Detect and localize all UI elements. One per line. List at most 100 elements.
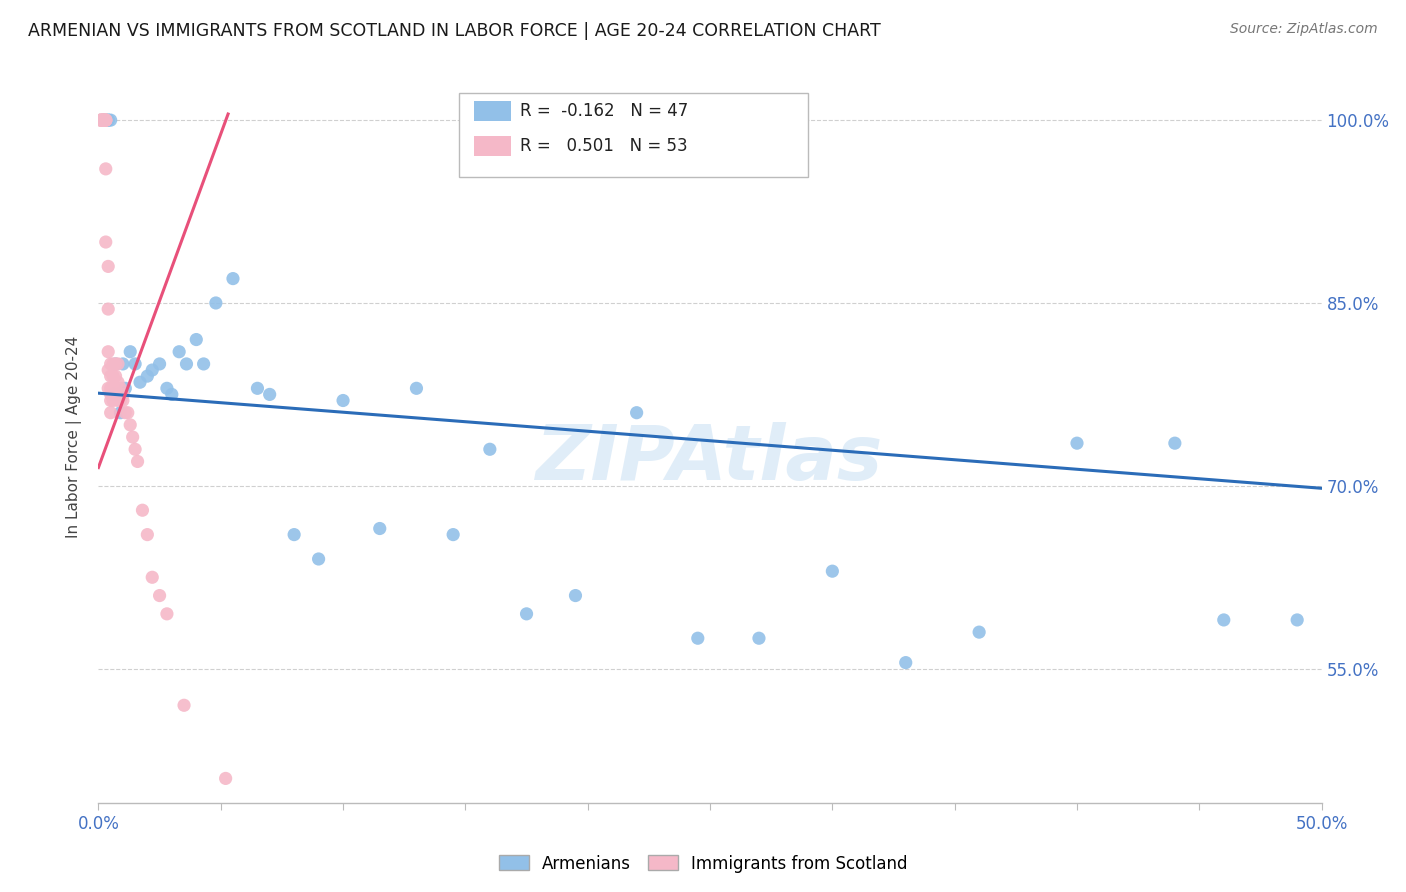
Point	[94, 113, 117, 128]
Point	[111, 387, 134, 401]
Point	[90, 113, 112, 128]
Bar	[474, 136, 510, 156]
Point	[141, 363, 163, 377]
Point	[100, 406, 122, 420]
Point	[124, 442, 146, 457]
Point	[94, 113, 117, 128]
Point	[97, 113, 120, 128]
Point	[97, 302, 120, 317]
Point	[117, 406, 139, 420]
Point	[100, 387, 122, 401]
Point	[246, 381, 269, 395]
Point	[100, 369, 122, 384]
Point	[748, 632, 770, 646]
Point	[222, 271, 245, 285]
Point	[97, 113, 120, 128]
Point	[308, 552, 330, 566]
Point	[94, 235, 117, 249]
Point	[186, 333, 208, 347]
Point	[120, 344, 142, 359]
Point	[114, 381, 136, 395]
Point	[894, 656, 917, 670]
Point	[101, 393, 124, 408]
Point	[127, 454, 149, 468]
Point	[90, 113, 112, 128]
Point	[120, 417, 142, 432]
Point	[110, 381, 132, 395]
Point	[94, 113, 117, 128]
Point	[94, 113, 117, 128]
Point	[1212, 613, 1234, 627]
Point	[1286, 613, 1309, 627]
Point	[101, 357, 124, 371]
Point	[114, 406, 136, 420]
Point	[167, 344, 190, 359]
Text: ARMENIAN VS IMMIGRANTS FROM SCOTLAND IN LABOR FORCE | AGE 20-24 CORRELATION CHAR: ARMENIAN VS IMMIGRANTS FROM SCOTLAND IN …	[28, 22, 882, 40]
Point	[193, 357, 215, 371]
Text: R =  -0.162   N = 47: R = -0.162 N = 47	[520, 102, 689, 120]
Point	[626, 406, 648, 420]
Point	[1164, 436, 1187, 450]
Point	[259, 387, 281, 401]
Point	[1066, 436, 1088, 450]
Point	[104, 357, 127, 371]
FancyBboxPatch shape	[460, 94, 808, 178]
Point	[124, 357, 146, 371]
Point	[94, 161, 117, 176]
Point	[107, 387, 129, 401]
Point	[205, 296, 228, 310]
Point	[100, 393, 122, 408]
Point	[97, 260, 120, 274]
Point	[91, 113, 114, 128]
Point	[100, 113, 122, 128]
Point	[441, 527, 464, 541]
Point	[91, 113, 114, 128]
Point	[332, 393, 354, 408]
Point	[136, 369, 159, 384]
Point	[283, 527, 305, 541]
Point	[110, 406, 132, 420]
Point	[405, 381, 427, 395]
Point	[149, 589, 172, 603]
Legend: Armenians, Immigrants from Scotland: Armenians, Immigrants from Scotland	[492, 848, 914, 880]
Point	[110, 393, 132, 408]
Point	[90, 113, 112, 128]
Point	[136, 527, 159, 541]
Point	[478, 442, 501, 457]
Point	[101, 369, 124, 384]
Point	[91, 113, 114, 128]
Point	[94, 113, 117, 128]
Point	[107, 393, 129, 408]
Point	[104, 369, 127, 384]
Point	[97, 363, 120, 377]
Point	[686, 632, 709, 646]
Point	[111, 393, 134, 408]
Point	[90, 113, 112, 128]
Point	[149, 357, 172, 371]
Point	[101, 381, 124, 395]
Point	[160, 387, 183, 401]
Point	[129, 376, 152, 390]
Point	[97, 344, 120, 359]
Point	[515, 607, 537, 621]
Point	[176, 357, 198, 371]
Point	[156, 381, 179, 395]
Point	[173, 698, 195, 713]
Point	[100, 357, 122, 371]
Text: R =   0.501   N = 53: R = 0.501 N = 53	[520, 137, 688, 155]
Point	[107, 376, 129, 390]
Text: ZIPAtlas: ZIPAtlas	[536, 422, 884, 496]
Point	[967, 625, 990, 640]
Point	[121, 430, 143, 444]
Point	[214, 772, 236, 786]
Bar	[474, 101, 510, 121]
Point	[156, 607, 179, 621]
Point	[97, 381, 120, 395]
Point	[368, 522, 391, 536]
Y-axis label: In Labor Force | Age 20-24: In Labor Force | Age 20-24	[66, 336, 83, 538]
Point	[141, 570, 163, 584]
Point	[821, 564, 844, 578]
Point	[564, 589, 586, 603]
Point	[104, 381, 127, 395]
Point	[104, 357, 127, 371]
